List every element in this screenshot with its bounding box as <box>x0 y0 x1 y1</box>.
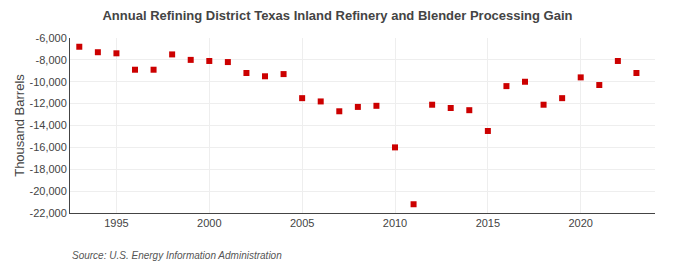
svg-text:-6,000: -6,000 <box>36 32 67 44</box>
svg-text:2010: 2010 <box>383 217 407 229</box>
svg-text:Source: U.S. Energy Informatio: Source: U.S. Energy Information Administ… <box>72 250 282 261</box>
svg-text:2000: 2000 <box>197 217 221 229</box>
svg-text:-10,000: -10,000 <box>29 76 66 88</box>
svg-text:2015: 2015 <box>476 217 500 229</box>
svg-text:-14,000: -14,000 <box>29 119 66 131</box>
svg-text:Annual Refining District Texas: Annual Refining District Texas Inland Re… <box>102 8 572 23</box>
svg-text:-8,000: -8,000 <box>36 54 67 66</box>
svg-text:1995: 1995 <box>104 217 128 229</box>
svg-text:-20,000: -20,000 <box>29 185 66 197</box>
svg-text:Thousand Barrels: Thousand Barrels <box>12 74 27 177</box>
svg-text:-16,000: -16,000 <box>29 141 66 153</box>
svg-text:-12,000: -12,000 <box>29 97 66 109</box>
svg-text:2020: 2020 <box>568 217 592 229</box>
svg-text:-22,000: -22,000 <box>29 207 66 219</box>
svg-text:-18,000: -18,000 <box>29 163 66 175</box>
svg-text:2005: 2005 <box>290 217 314 229</box>
